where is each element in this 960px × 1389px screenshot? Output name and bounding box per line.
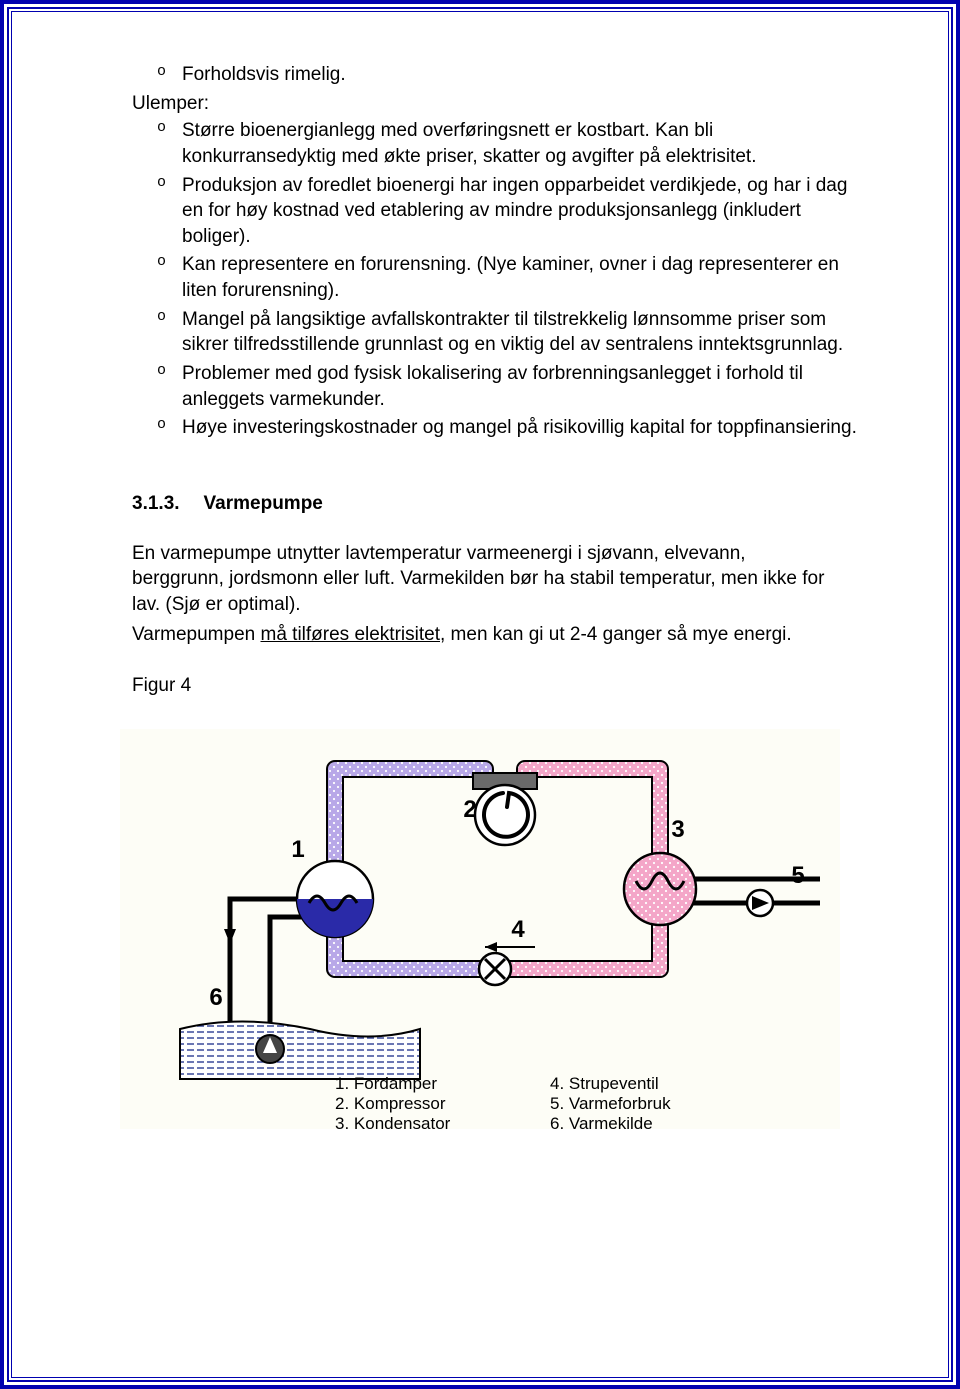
first-list: Forholdsvis rimelig. xyxy=(92,62,868,88)
list-item: Mangel på langsiktige avfallskontrakter … xyxy=(157,307,868,358)
ulemper-list: Større bioenergianlegg med overføringsne… xyxy=(92,118,868,441)
list-text: Produksjon av foredlet bioenergi har ing… xyxy=(182,175,847,247)
page-border-mid: Forholdsvis rimelig. Ulemper: Større bio… xyxy=(7,7,953,1382)
list-item: Produksjon av foredlet bioenergi har ing… xyxy=(157,173,868,250)
svg-text:6. Varmekilde: 6. Varmekilde xyxy=(550,1114,653,1129)
list-text: Forholdsvis rimelig. xyxy=(182,64,346,85)
section-title: Varmepumpe xyxy=(204,493,323,514)
list-item: Kan representere en forurensning. (Nye k… xyxy=(157,252,868,303)
para-text: men kan gi ut 2-4 ganger så mye energi. xyxy=(445,624,791,645)
list-item: Større bioenergianlegg med overføringsne… xyxy=(157,118,868,169)
ulemper-heading: Ulemper: xyxy=(132,91,868,117)
para-underlined: må tilføres elektrisitet, xyxy=(261,624,446,645)
figure-label: Figur 4 xyxy=(132,673,868,699)
svg-text:5: 5 xyxy=(791,862,804,889)
svg-text:1: 1 xyxy=(291,836,304,863)
list-item: Forholdsvis rimelig. xyxy=(157,62,868,88)
list-text: Større bioenergianlegg med overføringsne… xyxy=(182,120,756,167)
heatpump-diagram: 1 2 3 4 5 6 1. Fordamper2. Kompressor3. Konden… xyxy=(120,729,840,1137)
svg-text:3: 3 xyxy=(671,816,684,843)
list-text: Kan representere en forurensning. (Nye k… xyxy=(182,254,839,301)
list-item: Problemer med god fysisk lokalisering av… xyxy=(157,361,868,412)
svg-text:5. Varmeforbruk: 5. Varmeforbruk xyxy=(550,1094,671,1113)
svg-text:4. Strupeventil: 4. Strupeventil xyxy=(550,1074,659,1093)
para-text: En varmepumpe utnytter lavtemperatur var… xyxy=(132,543,824,615)
svg-text:1. Fordamper: 1. Fordamper xyxy=(335,1074,437,1093)
svg-text:2. Kompressor: 2. Kompressor xyxy=(335,1094,446,1113)
svg-text:6: 6 xyxy=(209,984,222,1011)
list-text: Problemer med god fysisk lokalisering av… xyxy=(182,363,803,410)
page-border-outer: Forholdsvis rimelig. Ulemper: Større bio… xyxy=(0,0,960,1389)
page-content: Forholdsvis rimelig. Ulemper: Større bio… xyxy=(11,11,949,1378)
svg-text:3. Kondensator: 3. Kondensator xyxy=(335,1114,451,1129)
paragraph: En varmepumpe utnytter lavtemperatur var… xyxy=(132,541,828,618)
list-text: Mangel på langsiktige avfallskontrakter … xyxy=(182,309,843,356)
list-text: Høye investeringskostnader og mangel på … xyxy=(182,417,857,438)
list-item: Høye investeringskostnader og mangel på … xyxy=(157,415,868,441)
para-text: Varmepumpen xyxy=(132,624,261,645)
heatpump-svg: 1 2 3 4 5 6 1. Fordamper2. Kompressor3. Konden… xyxy=(120,729,840,1129)
svg-text:4: 4 xyxy=(511,916,525,943)
section-heading: 3.1.3. Varmepumpe xyxy=(132,491,868,517)
section-number: 3.1.3. xyxy=(132,493,180,514)
paragraph: Varmepumpen må tilføres elektrisitet, me… xyxy=(132,622,828,648)
svg-text:2: 2 xyxy=(463,796,476,823)
